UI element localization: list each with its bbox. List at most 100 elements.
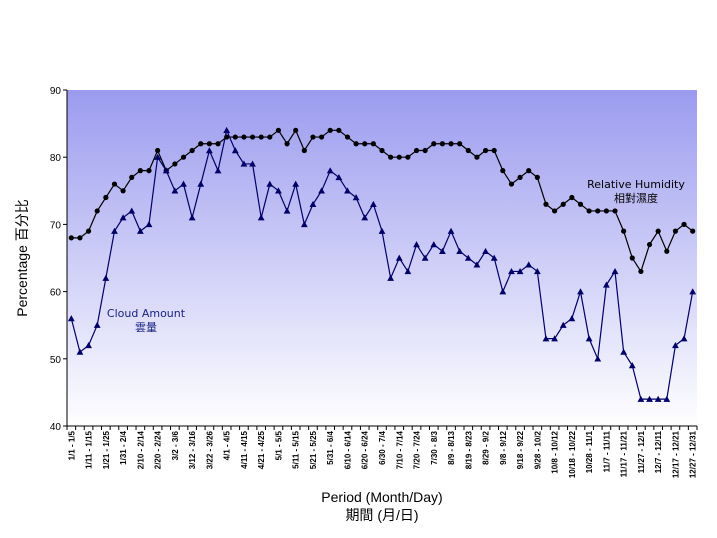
cloud-amount-point (335, 173, 343, 181)
humidity-point (672, 228, 679, 234)
humidity-point (353, 141, 359, 147)
humidity-point (664, 248, 670, 254)
humidity-point (155, 147, 161, 154)
cloud-amount-point (318, 187, 325, 194)
cloud-amount-point (568, 315, 576, 322)
humidity-point (465, 147, 471, 154)
x-tick-label: 6/10 - 6/14 (343, 430, 352, 469)
humidity-point (284, 141, 290, 147)
cloud-amount-point (395, 254, 403, 261)
humidity-point (267, 134, 273, 140)
humidity-point (224, 134, 230, 140)
x-tick-label: 7/30 - 8/3 (430, 430, 439, 464)
humidity-point (560, 201, 566, 207)
humidity-point (137, 168, 143, 174)
humidity-point (629, 255, 635, 261)
humidity-point (655, 228, 661, 234)
humidity-point (77, 235, 83, 241)
cloud-amount-point (326, 167, 334, 174)
cloud-amount-point (128, 207, 136, 214)
y-tick-label: 40 (50, 422, 62, 433)
humidity-point (189, 147, 195, 154)
cloud-amount-point (197, 180, 205, 187)
cloud-amount-point (594, 355, 602, 362)
x-axis-title: Period (Month/Day) (321, 489, 442, 505)
x-tick-label: 3/22 - 3/26 (205, 430, 214, 469)
humidity-point (379, 147, 385, 154)
x-tick-label: 1/21 - 1/25 (102, 430, 111, 469)
humidity-point (129, 174, 135, 180)
humidity-series-label: Relative Humidity (587, 178, 685, 191)
humidity-point (94, 208, 100, 214)
y-tick-label: 90 (50, 86, 62, 97)
humidity-point (552, 208, 558, 214)
x-tick-label: 9/8 - 9/12 (499, 430, 508, 464)
humidity-point (543, 201, 549, 207)
cloud-amount-point (102, 274, 110, 281)
cloud-amount-point (628, 362, 636, 369)
humidity-point (474, 154, 480, 160)
cloud-amount-point (300, 221, 308, 228)
cloud-amount-point (611, 268, 619, 275)
humidity-point (198, 141, 204, 147)
humidity-point (646, 241, 653, 248)
humidity-point (603, 208, 609, 214)
humidity-point (327, 127, 333, 133)
x-tick-label: 11/27 - 12/1 (637, 430, 646, 473)
cloud-amount-point (490, 254, 498, 261)
cloud-amount-point (171, 187, 179, 194)
humidity-point (362, 141, 368, 147)
cloud-amount-point (663, 395, 671, 402)
cloud-amount-point (283, 207, 291, 214)
cloud-amount-point (352, 194, 360, 201)
humidity-point (612, 208, 618, 214)
x-tick-label: 12/27 - 12/31 (689, 430, 698, 478)
cloud-amount-point (585, 335, 593, 342)
y-tick-label: 50 (50, 355, 62, 366)
cloud-amount-point (249, 160, 256, 167)
cloud-amount-point (421, 254, 429, 261)
y-axis: 40 50 60 70 80 90 (50, 86, 68, 433)
x-tick-label: 10/8 - 10/12 (551, 430, 560, 473)
humidity-point (146, 168, 152, 174)
humidity-point (586, 208, 592, 214)
humidity-point (431, 141, 437, 147)
x-tick-label: 1/11 - 1/15 (85, 430, 94, 468)
cloud-amount-point (214, 167, 222, 174)
humidity-point (310, 134, 316, 140)
cloud-amount-point (602, 281, 610, 288)
y-axis-title: Percentage 百分比 (14, 199, 30, 317)
x-tick-label: 8/29 - 9/2 (482, 430, 491, 464)
cloud-amount-point (646, 395, 653, 402)
cloud-amount-point (508, 268, 515, 275)
cloud-amount-point (430, 241, 438, 248)
cloud-amount-point (292, 180, 300, 187)
series-markers (67, 126, 697, 402)
humidity-point (439, 141, 446, 147)
cloud-amount-point (361, 214, 369, 221)
humidity-point (336, 127, 342, 133)
cloud-amount-point (689, 288, 697, 295)
cloud-amount-point (577, 288, 584, 295)
cloud-amount-point (266, 180, 274, 187)
cloud-amount-point (654, 395, 662, 402)
humidity-point (275, 127, 282, 133)
cloud-amount-point (439, 247, 446, 254)
y-tick-label: 80 (50, 153, 62, 164)
cloud-amount-point (387, 274, 395, 281)
humidity-point (621, 228, 627, 234)
cloud-amount-point (637, 395, 645, 402)
cloud-amount-point (482, 247, 489, 254)
humidity-point (68, 235, 74, 241)
cloud-amount-point (76, 348, 84, 355)
cloud-amount-point (447, 227, 455, 234)
x-tick-label: 9/18 - 9/22 (516, 430, 525, 469)
x-tick-label: 11/7 - 11/11 (602, 430, 611, 472)
humidity-point (344, 134, 351, 140)
humidity-point (534, 174, 540, 180)
cloud-amount-point (309, 200, 317, 207)
cloud-amount-point (119, 214, 127, 221)
humidity-point (85, 228, 92, 234)
cloud-amount-point (559, 321, 567, 328)
